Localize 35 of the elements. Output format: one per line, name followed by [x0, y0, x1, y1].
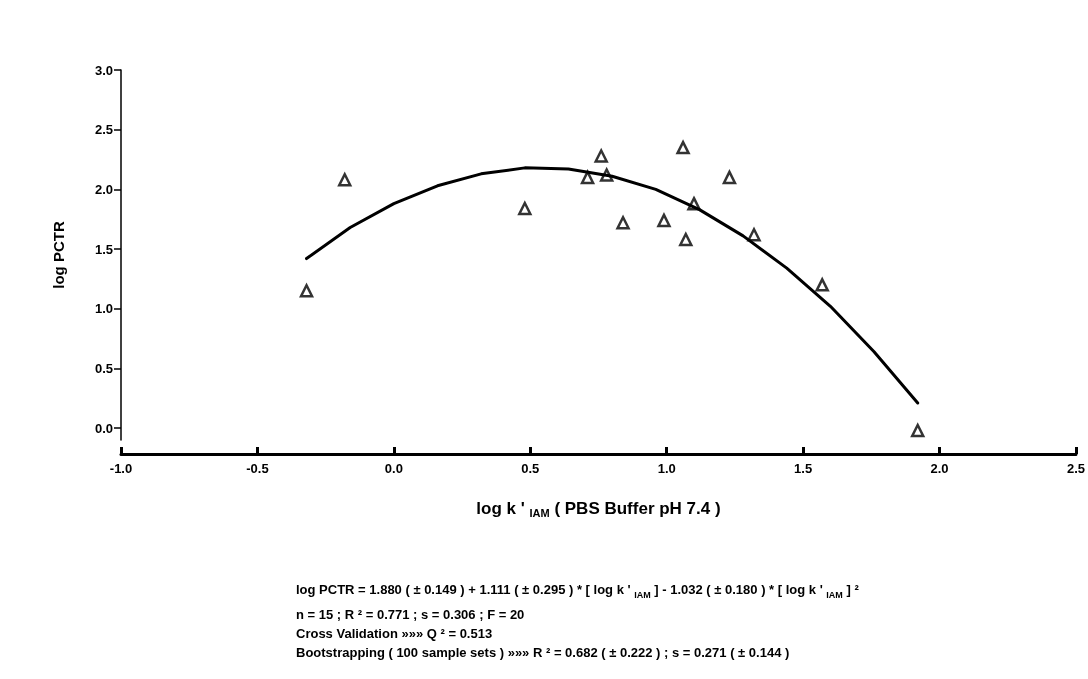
text: Bootstrapping ( 100 sample sets ) »»» R ² = 0.682 ( ± 0.222 ) ; s = 0.271 ( ± 0.144 ): [296, 643, 791, 662]
x-tick-label: 0.0: [384, 461, 403, 476]
point: [657, 213, 671, 228]
x-tick-label: 1.5: [794, 461, 813, 476]
y-tick-label: 2.5: [94, 122, 113, 138]
y-axis-title: log PCTR: [50, 221, 67, 289]
text: n = 15 ; R ² = 0.771 ; s = 0.306 ; F = 20: [296, 605, 526, 624]
text: Cross Validation »»» Q ² = 0.513: [296, 624, 494, 643]
point: [580, 170, 595, 185]
point: [676, 140, 690, 155]
point: [594, 149, 608, 163]
x-tick-label: -1.0: [109, 461, 133, 476]
x-axis-title: log k ' IAM ( PBS Buffer pH 7.4 ): [476, 499, 721, 519]
line-series: [305, 166, 920, 405]
x-tick-label: 2.5: [1066, 461, 1085, 476]
y-tick-label: 1.5: [94, 241, 113, 257]
x-tick-label: -0.5: [246, 461, 269, 476]
point: [747, 227, 761, 242]
y-tick-label: 0.0: [94, 420, 113, 436]
point: [518, 201, 532, 216]
point: [616, 216, 630, 230]
y-tick-label: 1.0: [94, 301, 113, 317]
point: [910, 423, 925, 438]
x-tick-label: 1.0: [657, 461, 676, 476]
y-tick-label: 0.5: [94, 360, 113, 376]
x-tick-label: 2.0: [930, 461, 949, 476]
point: [679, 232, 693, 247]
y-tick-label: 2.0: [94, 181, 113, 197]
point: [815, 278, 829, 292]
point: [722, 170, 737, 185]
x-tick-label: 0.5: [521, 461, 540, 476]
y-tick-label: 3.0: [94, 62, 113, 78]
text: log PCTR = 1.880 ( ± 0.149 ) + 1.111 ( ± 0.295 ) * [ log k ' $_{IAM}$ ] - 1.032 ( ± 0.180 ) * [ log k ' $_{IAM}$ ] ²: [296, 581, 859, 602]
point: [337, 173, 352, 187]
point: [299, 284, 314, 298]
